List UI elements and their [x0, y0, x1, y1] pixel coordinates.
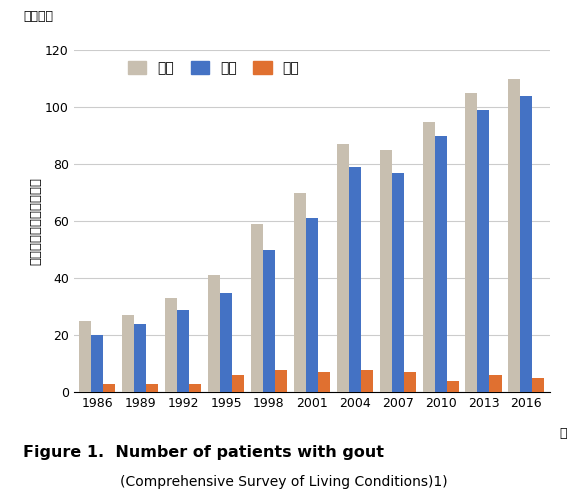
Bar — [489, 375, 501, 392]
Bar — [477, 110, 489, 392]
Bar — [91, 336, 103, 392]
Bar — [294, 193, 306, 392]
Bar — [509, 79, 521, 392]
Bar — [146, 384, 158, 392]
Text: （万人）: （万人） — [24, 10, 54, 23]
Bar — [134, 324, 146, 392]
Bar — [521, 96, 532, 392]
Bar — [79, 321, 91, 392]
Text: (Comprehensive Survey of Living Conditions)1): (Comprehensive Survey of Living Conditio… — [120, 475, 447, 489]
Bar — [220, 293, 232, 392]
Bar — [392, 173, 404, 392]
Bar — [208, 276, 220, 392]
Bar — [532, 378, 544, 392]
Bar — [275, 370, 287, 392]
Bar — [189, 384, 201, 392]
Bar — [380, 150, 392, 392]
Bar — [306, 218, 318, 392]
Bar — [404, 372, 416, 392]
Bar — [103, 384, 115, 392]
Bar — [434, 136, 447, 392]
Bar — [337, 144, 349, 392]
Bar — [232, 375, 244, 392]
Bar — [422, 122, 434, 392]
Bar — [361, 370, 373, 392]
Bar — [263, 250, 275, 392]
Legend: 総数, 男性, 女性: 総数, 男性, 女性 — [128, 61, 299, 75]
Bar — [318, 372, 330, 392]
Text: （年）: （年） — [560, 427, 567, 440]
Bar — [447, 381, 459, 392]
Bar — [466, 93, 477, 392]
Bar — [122, 315, 134, 392]
Text: Figure 1.  Number of patients with gout: Figure 1. Number of patients with gout — [23, 445, 384, 460]
Bar — [349, 167, 361, 392]
Bar — [177, 310, 189, 392]
Bar — [165, 298, 177, 392]
Bar — [251, 224, 263, 392]
Y-axis label: 痛風患者数（通院者数）: 痛風患者数（通院者数） — [29, 178, 42, 265]
